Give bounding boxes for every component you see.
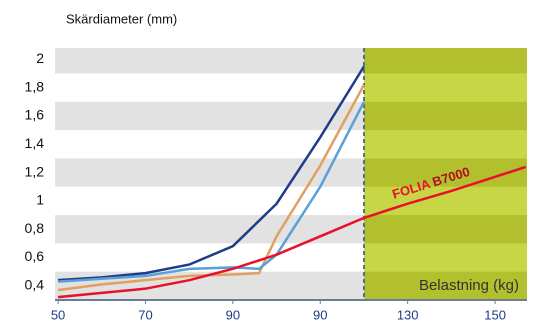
y-tick-label: 1,4 — [25, 135, 45, 151]
y-tick-label: 1,8 — [25, 78, 45, 94]
grid-band — [55, 48, 364, 74]
y-tick-label: 2 — [36, 50, 44, 66]
x-tick-label: 70 — [138, 307, 152, 322]
y-axis-label: Skärdiameter (mm) — [66, 11, 177, 26]
grid-band — [363, 101, 527, 131]
grid-band — [363, 48, 527, 74]
x-tick-label: 50 — [51, 307, 65, 322]
x-tick-label: 90 — [313, 307, 327, 322]
grid-band — [55, 101, 364, 131]
data-line — [57, 165, 527, 299]
x-tick-label: 150 — [484, 307, 506, 322]
data-line — [57, 101, 366, 283]
y-tick-label: 0,8 — [25, 220, 45, 236]
y-tick-label: 0,6 — [25, 248, 45, 264]
grid-band — [55, 215, 364, 244]
y-tick-label: 1,6 — [25, 107, 45, 123]
data-line — [57, 84, 366, 292]
y-tick-label: 1 — [36, 192, 44, 208]
x-tick-label: 130 — [397, 307, 419, 322]
y-tick-label: 1,2 — [25, 163, 45, 179]
grid-band — [363, 271, 527, 300]
data-line — [57, 65, 366, 282]
y-tick-label: 0,4 — [25, 277, 45, 293]
x-tick-label: 90 — [226, 307, 240, 322]
x-axis-label: Belastning (kg) — [419, 277, 519, 294]
grid-band — [363, 158, 527, 187]
grid-band — [55, 158, 364, 187]
grid-band — [363, 215, 527, 244]
